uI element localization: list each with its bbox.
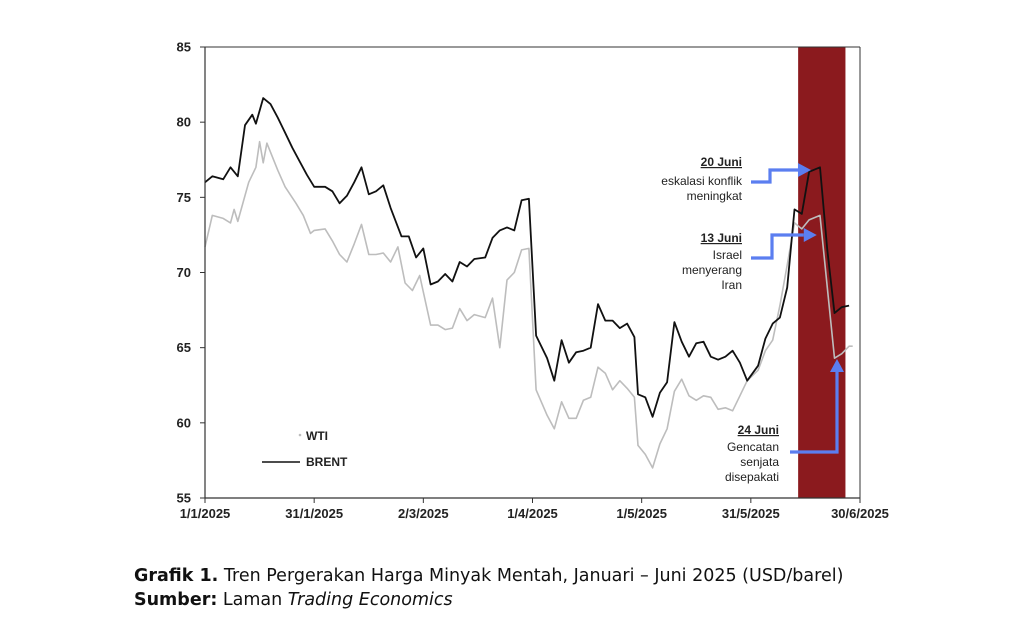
caption-title-label: Grafik 1. <box>134 566 219 586</box>
caption-title-text: Tren Pergerakan Harga Minyak Mentah, Jan… <box>218 566 844 586</box>
annotation-title-20-juni: 20 Juni <box>701 155 742 169</box>
annotation-text-24-juni: Gencatan <box>727 440 779 454</box>
annotation-text-13-juni: Iran <box>721 278 742 292</box>
annotation-text-20-juni: meningkat <box>687 189 743 203</box>
annotation-text-24-juni: senjata <box>740 455 779 469</box>
y-tick-label: 80 <box>177 115 191 130</box>
annotation-title-24-juni: 24 Juni <box>738 423 779 437</box>
annotation-arrow-24-juni-line <box>790 372 839 454</box>
x-tick-label: 1/1/2025 <box>180 506 231 521</box>
oil-price-chart: 55 60 65 70 75 80 85 1/1/2025 31/1/2025 2/3/2025 1… <box>177 40 889 522</box>
caption-source: Sumber: Laman Trading Economics <box>134 588 843 612</box>
annotation-title-13-juni: 13 Juni <box>701 231 742 245</box>
x-tick-label: 1/4/2025 <box>507 506 558 521</box>
x-tick-label: 1/5/2025 <box>616 506 667 521</box>
legend: WTI BRENT <box>262 429 348 469</box>
series-line-brent <box>204 97 850 418</box>
legend-swatch-wti <box>298 433 302 437</box>
caption-title: Grafik 1. Tren Pergerakan Harga Minyak M… <box>134 564 843 588</box>
legend-label-brent: BRENT <box>306 455 348 469</box>
y-tick-label: 55 <box>177 491 191 506</box>
annotation-text-13-juni: menyerang <box>682 263 742 277</box>
annotation-arrow-13-juni-line <box>751 233 804 260</box>
x-tick-label: 30/6/2025 <box>831 506 889 521</box>
annotation-arrow-24-juni-head <box>830 359 844 372</box>
annotation-arrow-20-juni-line <box>751 168 798 184</box>
y-tick-label: 75 <box>177 190 191 205</box>
y-tick-label: 60 <box>177 415 191 430</box>
y-tick-label: 70 <box>177 265 191 280</box>
series-layer <box>204 97 853 469</box>
caption-source-label: Sumber: <box>134 590 218 610</box>
annotation-text-20-juni: eskalasi konflik <box>661 174 743 188</box>
x-tick-label: 31/5/2025 <box>722 506 780 521</box>
y-tick-label: 85 <box>177 40 191 55</box>
x-tick-label: 31/1/2025 <box>285 506 343 521</box>
axes: 55 60 65 70 75 80 85 1/1/2025 31/1/2025 2/3/2025 1… <box>177 40 889 522</box>
x-tick-label: 2/3/2025 <box>398 506 449 521</box>
caption-source-name: Trading Economics <box>287 590 453 610</box>
annotation-text-13-juni: Israel <box>713 248 742 262</box>
caption-source-text: Laman <box>217 590 288 610</box>
y-tick-label: 65 <box>177 340 191 355</box>
figure-caption: Grafik 1. Tren Pergerakan Harga Minyak M… <box>134 564 843 612</box>
annotation-arrow-20-juni-head <box>797 163 811 177</box>
annotation-arrow-13-juni-head <box>803 228 817 242</box>
annotation-text-24-juni: disepakati <box>725 470 779 484</box>
series-line-wti <box>204 140 853 469</box>
legend-label-wti: WTI <box>306 429 328 443</box>
